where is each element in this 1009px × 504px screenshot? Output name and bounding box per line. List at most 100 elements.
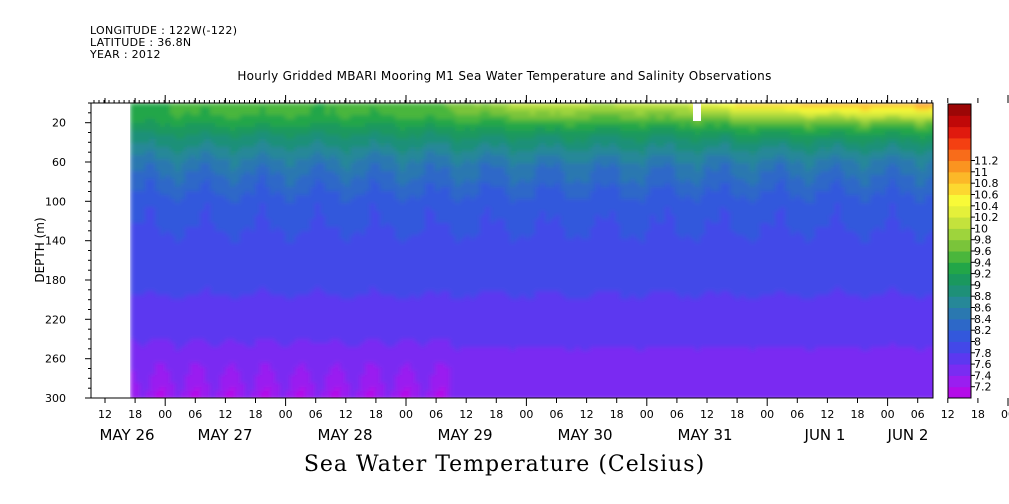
heatmap-cell <box>445 115 452 120</box>
heatmap-cell <box>305 175 312 180</box>
heatmap-cell <box>365 383 372 388</box>
heatmap-cell <box>330 251 337 256</box>
heatmap-cell <box>295 239 302 244</box>
heatmap-cell <box>430 311 437 316</box>
heatmap-cell <box>145 283 152 288</box>
heatmap-cell <box>340 247 347 252</box>
heatmap-cell <box>200 299 207 304</box>
heatmap-cell <box>370 359 377 364</box>
heatmap-cell <box>435 183 442 188</box>
heatmap-cell <box>145 171 152 176</box>
heatmap-cell <box>410 179 417 184</box>
heatmap-cell <box>155 219 162 224</box>
heatmap-cell <box>200 115 207 120</box>
heatmap-cell <box>275 211 282 216</box>
heatmap-cell <box>440 119 447 124</box>
heatmap-cell <box>210 239 217 244</box>
heatmap-cell <box>350 375 357 380</box>
heatmap-cell <box>165 271 172 276</box>
heatmap-cell <box>230 283 237 288</box>
heatmap-cell <box>305 347 312 352</box>
heatmap-cell <box>185 167 192 172</box>
heatmap-cell <box>430 195 437 200</box>
heatmap-cell <box>315 195 322 200</box>
heatmap-cell <box>420 359 427 364</box>
heatmap-cell <box>420 331 427 336</box>
heatmap-cell <box>165 275 172 280</box>
heatmap-cell <box>250 371 257 376</box>
heatmap-cell <box>170 119 177 124</box>
heatmap-cell <box>410 383 417 388</box>
heatmap-cell <box>245 315 252 320</box>
heatmap-cell <box>170 127 177 132</box>
heatmap-cell <box>235 259 242 264</box>
heatmap-cell <box>170 391 177 396</box>
heatmap-cell <box>265 279 272 284</box>
heatmap-cell <box>240 123 247 128</box>
heatmap-cell <box>345 175 352 180</box>
heatmap-cell <box>200 283 207 288</box>
heatmap-cell <box>135 359 142 364</box>
heatmap-cell <box>185 351 192 356</box>
heatmap-cell <box>365 255 372 260</box>
heatmap-cell <box>445 239 452 244</box>
heatmap-cell <box>175 227 182 232</box>
heatmap-cell <box>285 231 292 236</box>
heatmap-cell <box>465 235 472 240</box>
heatmap-cell <box>280 115 287 120</box>
heatmap-cell <box>335 295 342 300</box>
heatmap-cell <box>380 383 387 388</box>
heatmap-cell <box>380 219 387 224</box>
heatmap-cell <box>260 199 267 204</box>
heatmap-cell <box>230 227 237 232</box>
heatmap-cell <box>220 331 227 336</box>
heatmap-cell <box>380 347 387 352</box>
heatmap-cell <box>350 115 357 120</box>
heatmap-cell <box>385 271 392 276</box>
heatmap-cell <box>355 275 362 280</box>
heatmap-cell <box>170 147 177 152</box>
heatmap-cell <box>445 111 452 116</box>
heatmap-cell <box>350 131 357 136</box>
heatmap-cell <box>185 375 192 380</box>
heatmap-cell <box>360 235 367 240</box>
heatmap-cell <box>145 279 152 284</box>
heatmap-cell <box>365 111 372 116</box>
heatmap-cell <box>280 215 287 220</box>
heatmap-cell <box>310 123 317 128</box>
heatmap-cell <box>325 167 332 172</box>
heatmap-cell <box>130 355 137 360</box>
heatmap-cell <box>430 351 437 356</box>
heatmap-cell <box>320 275 327 280</box>
heatmap-cell <box>405 307 412 312</box>
heatmap-cell <box>450 127 457 132</box>
heatmap-cell <box>440 203 447 208</box>
heatmap-cell <box>195 387 202 392</box>
heatmap-cell <box>285 187 292 192</box>
heatmap-cell <box>290 383 297 388</box>
heatmap-cell <box>150 251 157 256</box>
heatmap-cell <box>290 135 297 140</box>
heatmap-cell <box>230 287 237 292</box>
heatmap-cell <box>375 311 382 316</box>
heatmap-cell <box>330 183 337 188</box>
heatmap-cell <box>405 255 412 260</box>
heatmap-cell <box>215 227 222 232</box>
heatmap-cell <box>340 351 347 356</box>
heatmap-cell <box>270 243 277 248</box>
heatmap-cell <box>155 335 162 340</box>
heatmap-cell <box>235 151 242 156</box>
heatmap-cell <box>415 323 422 328</box>
heatmap-cell <box>250 323 257 328</box>
heatmap-cell <box>445 223 452 228</box>
heatmap-cell <box>460 359 467 364</box>
heatmap-cell <box>325 103 332 108</box>
heatmap-cell <box>375 135 382 140</box>
heatmap-cell <box>335 127 342 132</box>
heatmap-cell <box>145 251 152 256</box>
heatmap-cell <box>130 191 137 196</box>
heatmap-cell <box>155 175 162 180</box>
heatmap-cell <box>165 283 172 288</box>
heatmap-cell <box>420 375 427 380</box>
heatmap-cell <box>430 255 437 260</box>
